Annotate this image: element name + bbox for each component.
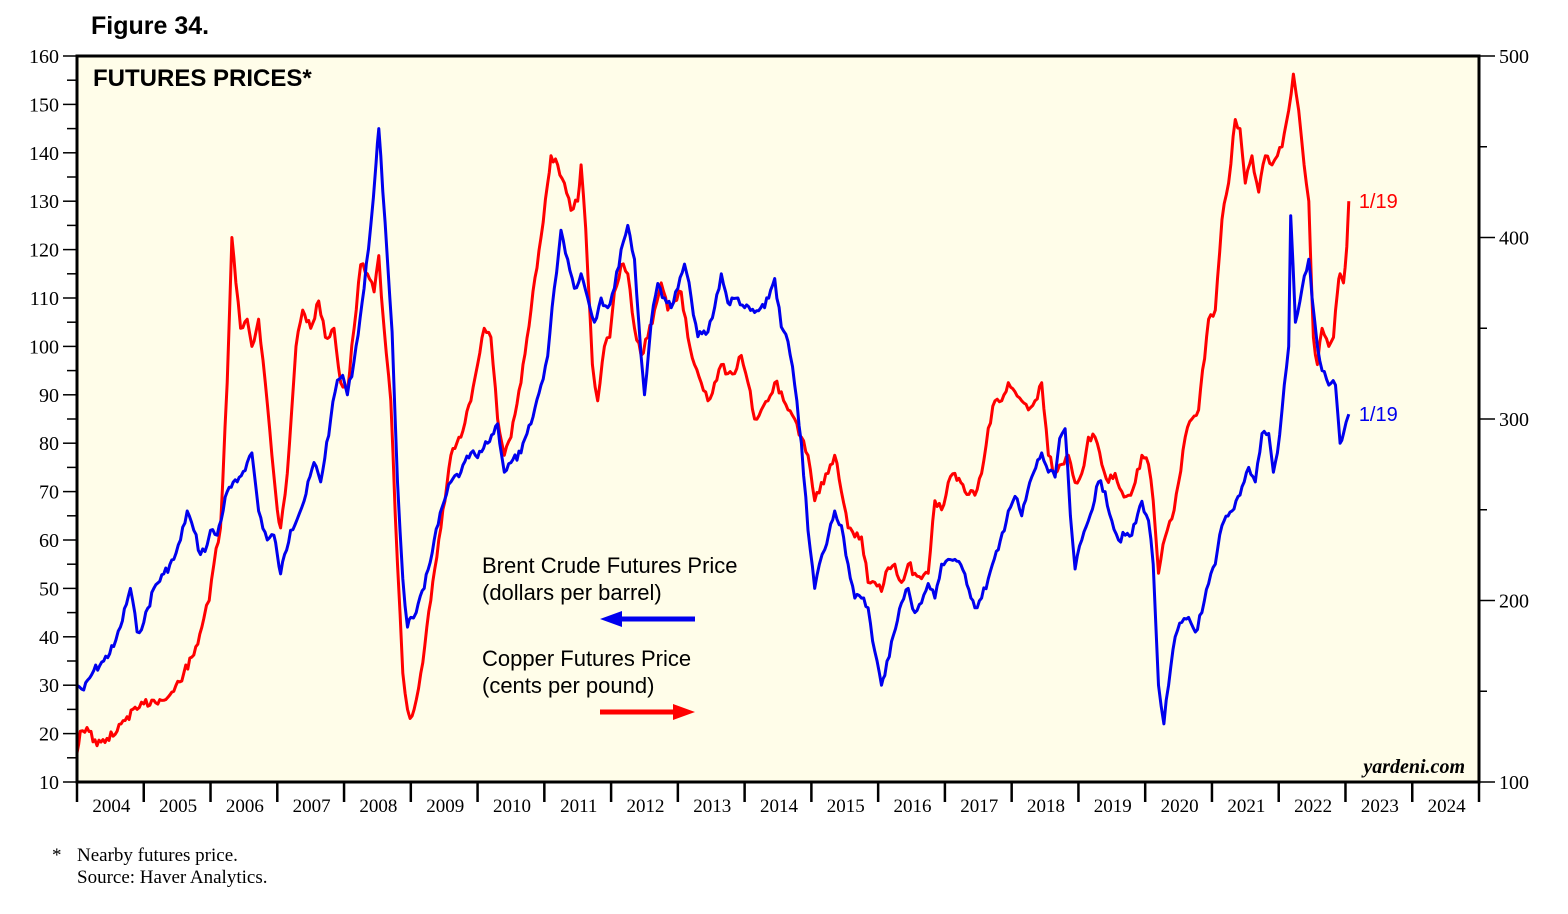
x-tick-label: 2016 <box>894 796 932 817</box>
left-tick-label: 60 <box>39 530 59 552</box>
left-tick-label: 110 <box>30 288 59 310</box>
chart-title: FUTURES PRICES* <box>93 65 312 92</box>
left-tick-label: 160 <box>29 46 59 68</box>
x-tick-label: 2012 <box>626 796 664 817</box>
x-tick-label: 2015 <box>827 796 865 817</box>
x-axis: 2004 2005 2006 2007 2008 2009 2010 2011 2012 2013… <box>75 782 1481 817</box>
x-tick-label: 2011 <box>560 796 597 817</box>
x-tick-label: 2021 <box>1227 796 1265 817</box>
footnote-marker: * <box>52 845 62 866</box>
figure-label: Figure 34. <box>91 12 210 40</box>
right-tick-label: 100 <box>1499 772 1529 794</box>
x-tick-label: 2023 <box>1361 796 1399 817</box>
x-tick-label: 2020 <box>1161 796 1199 817</box>
footnote-note: Nearby futures price. <box>77 845 238 866</box>
x-tick-label: 2008 <box>359 796 397 817</box>
x-tick-label: 2007 <box>293 796 331 817</box>
x-tick-label: 2004 <box>92 796 131 817</box>
right-tick-label: 200 <box>1499 591 1529 613</box>
footnote-source: Source: Haver Analytics. <box>77 867 268 888</box>
left-tick-label: 10 <box>39 772 59 794</box>
footnote: * Nearby futures price. Source: Haver Ana… <box>52 845 267 889</box>
left-tick-label: 20 <box>39 724 59 746</box>
x-tick-label: 2019 <box>1094 796 1132 817</box>
end-label-copper: 1/19 <box>1359 191 1398 213</box>
right-tick-label: 500 <box>1499 46 1529 68</box>
left-tick-label: 120 <box>29 240 59 262</box>
arrow-right-icon <box>600 704 695 720</box>
left-tick-label: 140 <box>29 143 59 165</box>
arrow-left-icon <box>600 611 695 627</box>
x-tick-label: 2014 <box>760 796 799 817</box>
x-tick-label: 2010 <box>493 796 531 817</box>
x-tick-label: 2005 <box>159 796 197 817</box>
left-tick-label: 30 <box>39 675 59 697</box>
watermark: yardeni.com <box>1361 756 1465 778</box>
left-axis: 10 20 30 40 50 60 70 80 90 100 110 120 130 140 150 160 <box>29 46 77 794</box>
legend-oil-name: Brent Crude Futures Price <box>482 553 738 578</box>
right-tick-label: 400 <box>1499 228 1529 250</box>
right-tick-label: 300 <box>1499 409 1529 431</box>
series-layer <box>75 72 1351 754</box>
x-tick-label: 2018 <box>1027 796 1065 817</box>
x-tick-label: 2009 <box>426 796 464 817</box>
legend: Brent Crude Futures Price (dollars per b… <box>482 553 738 720</box>
x-tick-label: 2022 <box>1294 796 1332 817</box>
end-label-oil: 1/19 <box>1359 404 1398 426</box>
left-tick-label: 70 <box>39 482 59 504</box>
x-tick-label: 2017 <box>960 796 998 817</box>
plot-background <box>77 56 1479 782</box>
x-tick-label: 2006 <box>226 796 264 817</box>
x-tick-label: 2013 <box>693 796 731 817</box>
copper-line <box>75 72 1351 754</box>
left-tick-label: 40 <box>39 627 59 649</box>
left-tick-label: 90 <box>39 385 59 407</box>
legend-oil-unit: (dollars per barrel) <box>482 580 662 605</box>
left-tick-label: 130 <box>29 191 59 213</box>
left-tick-label: 50 <box>39 578 59 600</box>
brent-crude-line <box>76 127 1351 726</box>
legend-copper-name: Copper Futures Price <box>482 646 691 671</box>
legend-copper-unit: (cents per pound) <box>482 673 654 698</box>
left-tick-label: 100 <box>29 336 59 358</box>
right-axis: 100 200 300 400 500 <box>1479 46 1529 794</box>
left-tick-label: 80 <box>39 433 59 455</box>
left-tick-label: 150 <box>29 94 59 116</box>
x-tick-label: 2024 <box>1428 796 1467 817</box>
